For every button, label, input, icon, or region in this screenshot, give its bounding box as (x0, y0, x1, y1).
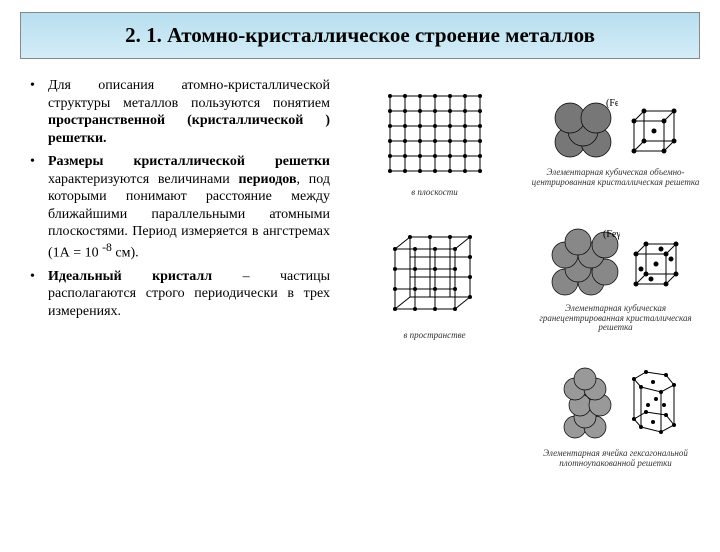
diagram-3d-lattice: в пространстве (350, 215, 519, 345)
caption-fcc: Элементарная кубическая гранецентрирован… (531, 304, 700, 334)
diagram-empty (350, 353, 519, 483)
diagram-fcc: (Feγ) (531, 215, 700, 345)
lattice-2d-icon (380, 86, 490, 186)
b2-mid1: характеризуются величинами (48, 172, 238, 187)
diagram-2d-grid: в плоскости (350, 77, 519, 207)
title-bar: 2. 1. Атомно-кристаллическое строение ме… (20, 12, 700, 59)
b3-bold: Идеальный кристалл (48, 269, 212, 284)
text-column: Для описания атомно-кристаллической стру… (30, 77, 330, 483)
bcc-wire-icon (624, 96, 684, 166)
b2-sup: -8 (102, 241, 112, 254)
hcp-spheres-icon (550, 367, 620, 447)
caption-hcp: Элементарная ячейка гексагональной плотн… (531, 449, 700, 469)
bcc-label: (Feα) (606, 98, 618, 109)
b2-bold2: периодов (238, 172, 296, 187)
bullet-2: Размеры кристаллической решетки характер… (30, 153, 330, 262)
fcc-wire-icon (626, 229, 686, 299)
fcc-label: (Feγ) (603, 229, 620, 240)
b1-bold: пространственной (кристаллической ) реше… (48, 113, 330, 146)
b1-pre: Для описания атомно-кристаллической стру… (48, 78, 330, 111)
fcc-spheres-icon: (Feγ) (545, 227, 620, 302)
slide: 2. 1. Атомно-кристаллическое строение ме… (0, 12, 720, 552)
diagram-hcp: Элементарная ячейка гексагональной плотн… (531, 353, 700, 483)
bcc-spheres-icon: (Feα) (548, 96, 618, 166)
b2-bold1: Размеры кристаллической решетки (48, 154, 330, 169)
diagram-column: в плоскости (Feα) (330, 77, 700, 483)
caption-3d: в пространстве (403, 331, 465, 341)
hcp-wire-icon (626, 367, 681, 447)
bullet-1: Для описания атомно-кристаллической стру… (30, 77, 330, 147)
b2-mid3: см). (112, 245, 139, 260)
caption-2d: в плоскости (411, 188, 458, 198)
slide-title: 2. 1. Атомно-кристаллическое строение ме… (37, 23, 683, 48)
content-area: Для описания атомно-кристаллической стру… (0, 59, 720, 483)
lattice-3d-icon (375, 219, 495, 329)
bullet-3: Идеальный кристалл – частицы располагают… (30, 268, 330, 321)
diagram-bcc: (Feα) (531, 77, 700, 207)
caption-bcc: Элементарная кубическая объемно-центриро… (531, 168, 700, 188)
bullet-list: Для описания атомно-кристаллической стру… (30, 77, 330, 320)
